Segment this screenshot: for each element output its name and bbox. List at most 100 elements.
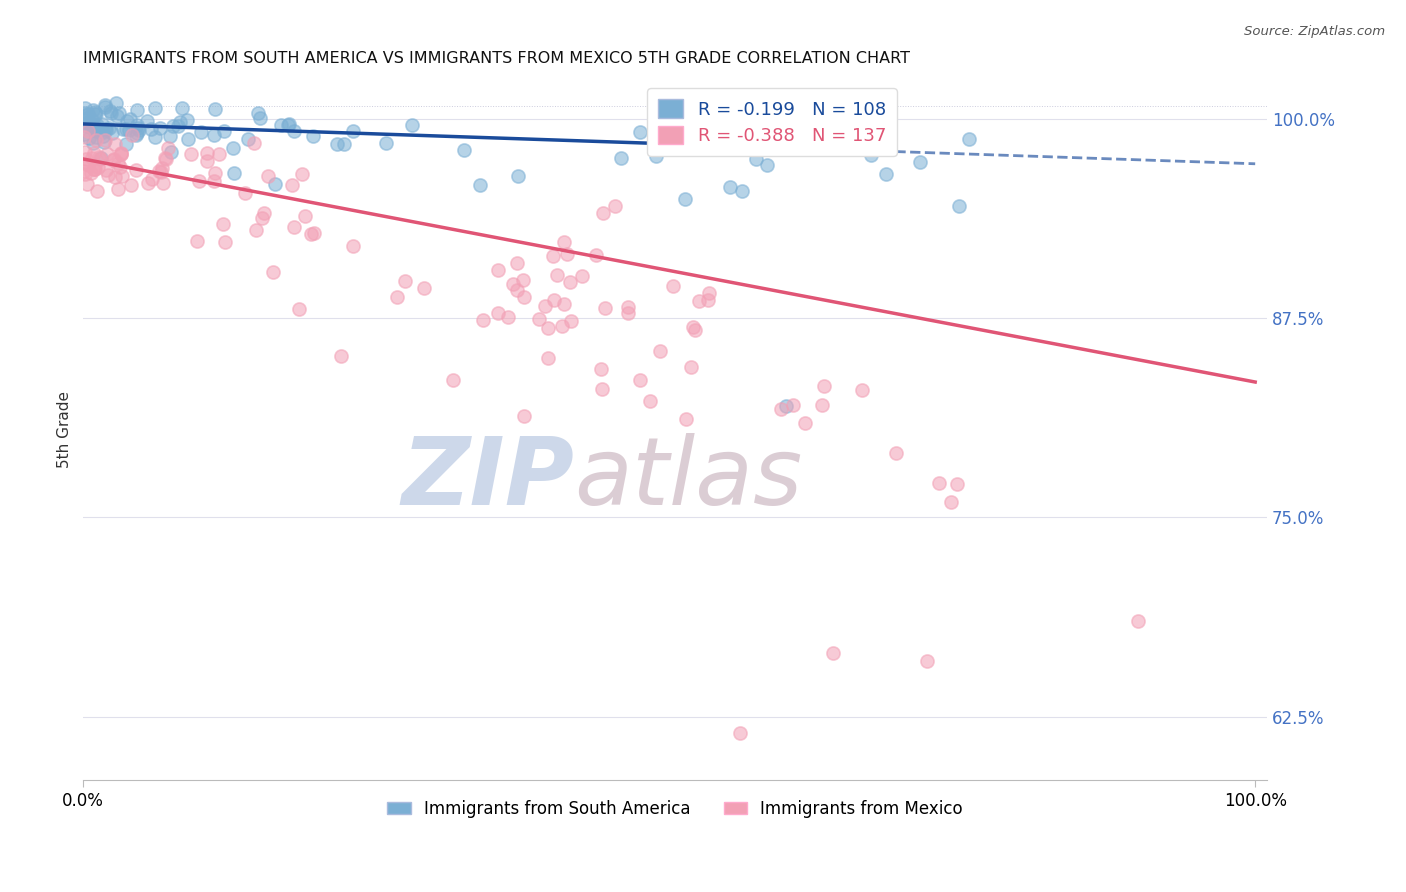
Point: [148, 164, 170, 178]
Point: [118, 112, 141, 127]
Point: [302, 129, 325, 144]
Point: [571, 268, 593, 283]
Point: [80, 120, 103, 135]
Point: [93, 129, 115, 144]
Point: [145, 129, 167, 144]
Point: [245, 223, 267, 237]
Point: [172, 101, 194, 115]
Point: [149, 165, 172, 179]
Point: [75, 101, 97, 115]
Point: [115, 113, 138, 128]
Point: [76, 107, 98, 121]
Point: [731, 184, 754, 198]
Point: [204, 166, 226, 180]
Point: [82, 118, 104, 132]
Point: [93, 100, 115, 114]
Point: [638, 394, 661, 409]
Point: [75, 107, 97, 121]
Point: [908, 154, 931, 169]
Point: [90, 151, 112, 165]
Point: [541, 248, 564, 262]
Point: [591, 382, 613, 396]
Point: [73, 106, 96, 120]
Point: [125, 128, 148, 142]
Point: [794, 416, 817, 430]
Point: [283, 219, 305, 234]
Point: [152, 177, 174, 191]
Point: [155, 153, 177, 167]
Point: [546, 268, 568, 283]
Point: [107, 182, 129, 196]
Point: [84, 104, 107, 119]
Point: [77, 130, 100, 145]
Text: ZIP: ZIP: [402, 433, 575, 524]
Point: [82, 112, 104, 127]
Point: [332, 136, 354, 151]
Point: [859, 148, 882, 162]
Point: [529, 311, 551, 326]
Point: [204, 102, 226, 116]
Point: [513, 290, 536, 304]
Point: [208, 147, 231, 161]
Point: [195, 145, 218, 160]
Point: [553, 235, 575, 249]
Point: [585, 248, 607, 262]
Point: [86, 160, 108, 174]
Point: [941, 494, 963, 508]
Point: [127, 103, 149, 117]
Point: [593, 301, 616, 315]
Point: [1126, 614, 1149, 628]
Point: [77, 124, 100, 138]
Point: [104, 137, 127, 152]
Point: [948, 199, 970, 213]
Point: [253, 205, 276, 219]
Point: [105, 96, 128, 111]
Point: [83, 162, 105, 177]
Point: [103, 152, 125, 166]
Point: [97, 168, 120, 182]
Point: [86, 184, 108, 198]
Point: [650, 343, 672, 358]
Point: [270, 118, 292, 132]
Point: [277, 119, 299, 133]
Point: [330, 349, 353, 363]
Point: [141, 172, 163, 186]
Point: [558, 276, 581, 290]
Point: [441, 373, 464, 387]
Point: [176, 112, 198, 127]
Text: atlas: atlas: [575, 434, 803, 524]
Point: [810, 398, 832, 412]
Point: [212, 217, 235, 231]
Point: [342, 124, 364, 138]
Point: [299, 227, 322, 241]
Point: [139, 122, 162, 136]
Point: [537, 320, 560, 334]
Point: [813, 378, 835, 392]
Point: [76, 120, 98, 134]
Point: [90, 117, 112, 131]
Point: [851, 383, 873, 397]
Point: [884, 446, 907, 460]
Point: [823, 646, 845, 660]
Point: [180, 147, 202, 161]
Point: [94, 133, 117, 147]
Point: [143, 101, 166, 115]
Point: [697, 286, 720, 301]
Point: [682, 320, 704, 334]
Point: [96, 146, 118, 161]
Point: [502, 277, 524, 291]
Point: [75, 116, 97, 130]
Point: [645, 149, 668, 163]
Point: [280, 178, 302, 192]
Point: [375, 136, 398, 151]
Point: [775, 399, 797, 413]
Point: [96, 123, 118, 137]
Point: [277, 117, 299, 131]
Point: [291, 167, 314, 181]
Point: [202, 174, 225, 188]
Point: [73, 164, 96, 178]
Point: [512, 273, 534, 287]
Point: [98, 120, 121, 135]
Point: [385, 289, 408, 303]
Point: [114, 136, 136, 151]
